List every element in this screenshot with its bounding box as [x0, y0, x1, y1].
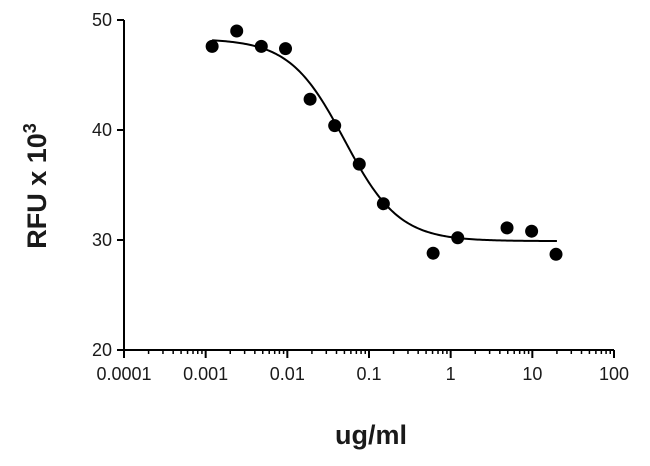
x-tick-label: 0.0001 — [96, 364, 151, 384]
y-tick-label: 40 — [92, 120, 112, 140]
data-point — [376, 197, 390, 211]
y-axis: 20 30 40 50 — [92, 10, 125, 360]
fit-curve — [212, 39, 557, 243]
data-point — [352, 157, 366, 171]
data-point — [500, 221, 514, 235]
data-point — [254, 39, 268, 53]
x-tick-label: 1 — [446, 364, 456, 384]
y-tick-label: 20 — [92, 340, 112, 360]
data-point — [303, 92, 317, 106]
y-tick-label: 30 — [92, 230, 112, 250]
x-axis-title: ug/ml — [335, 420, 407, 450]
y-axis-title-superscript: 3 — [20, 123, 40, 133]
data-points — [205, 24, 563, 261]
x-tick-label: 0.01 — [270, 364, 305, 384]
x-tick-label: 100 — [599, 364, 629, 384]
data-point — [328, 119, 342, 133]
y-axis-title-text: RFU x 10 — [22, 133, 52, 249]
data-point — [230, 24, 244, 38]
data-point — [205, 39, 219, 53]
x-axis: 0.0001 0.001 0.01 0.1 1 10 100 — [96, 349, 629, 384]
data-point — [549, 247, 563, 261]
x-tick-label: 0.1 — [356, 364, 381, 384]
data-point — [279, 42, 293, 56]
x-tick-label: 0.001 — [183, 364, 228, 384]
x-tick-label: 10 — [522, 364, 542, 384]
y-axis-title: RFU x 103 — [20, 123, 52, 249]
data-point — [525, 224, 539, 238]
data-point — [451, 231, 465, 245]
y-tick-label: 50 — [92, 10, 112, 30]
data-point — [426, 246, 440, 260]
